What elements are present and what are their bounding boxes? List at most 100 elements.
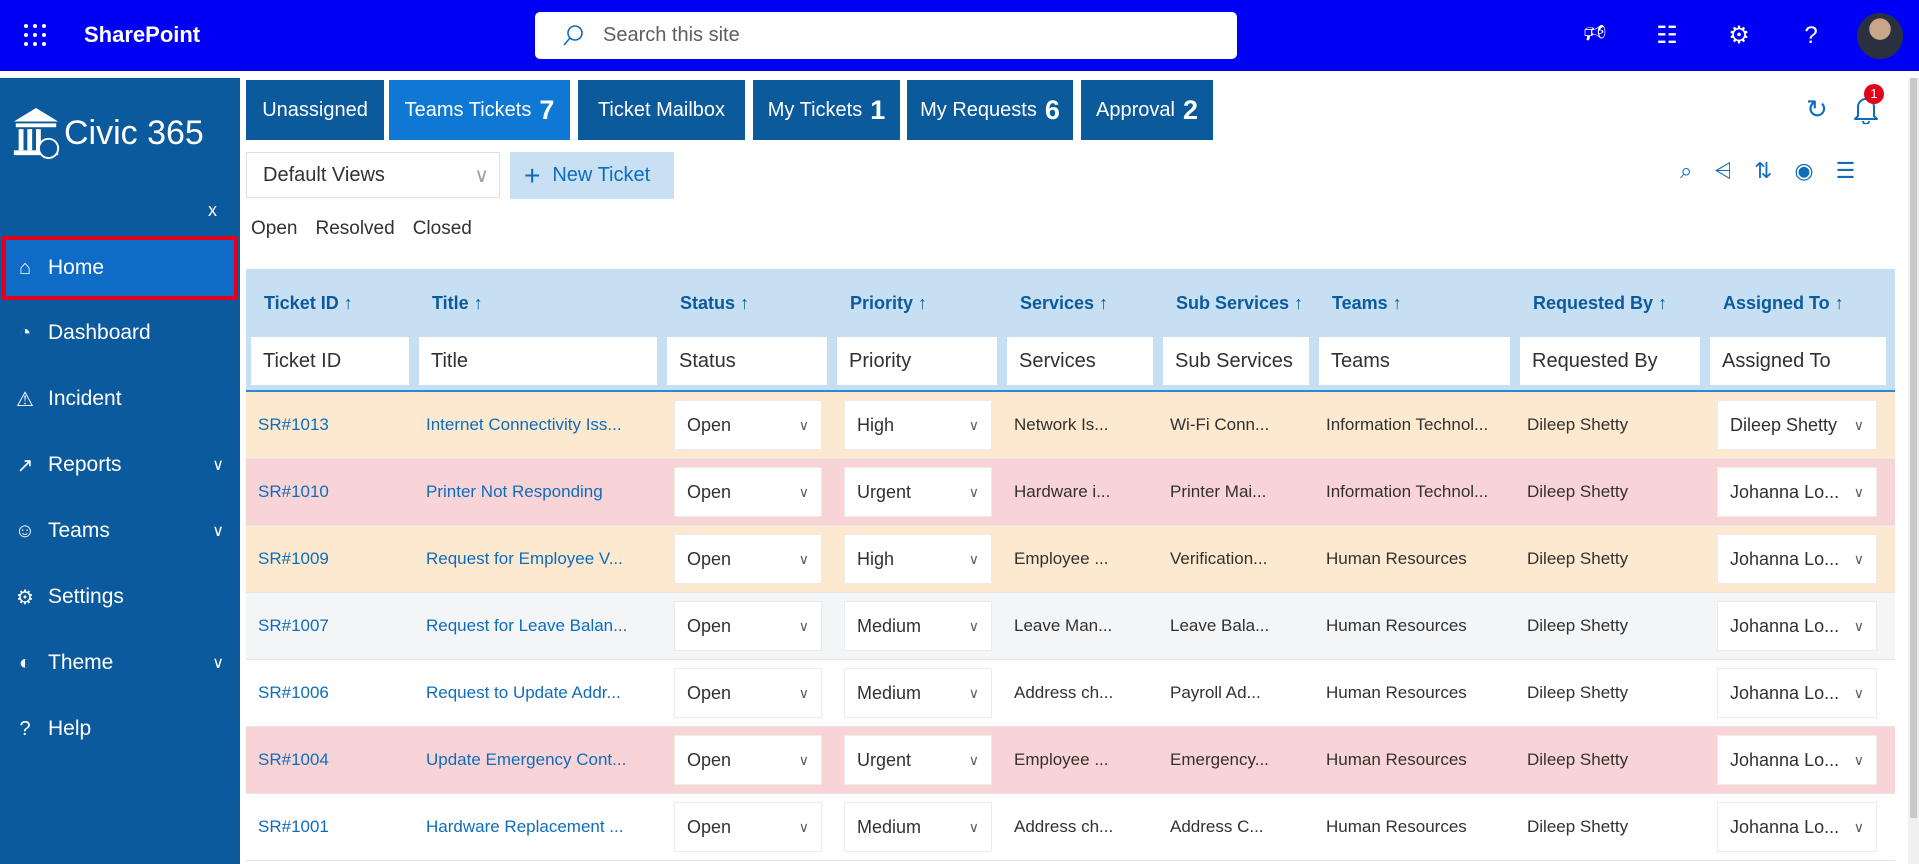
column-header[interactable]: Title ↑ xyxy=(414,293,662,314)
ticket-title-link[interactable]: Printer Not Responding xyxy=(426,482,603,501)
table-row[interactable]: SR#1006 Request to Update Addr... Open ∨ Med… xyxy=(246,660,1895,727)
sidebar-item-dashboard[interactable]: ◔ Dashboard xyxy=(0,300,240,366)
column-filter-input[interactable]: Services xyxy=(1007,337,1153,385)
status-dropdown[interactable]: Open ∨ xyxy=(674,534,822,584)
status-dropdown[interactable]: Open ∨ xyxy=(674,735,822,785)
status-dropdown[interactable]: Open ∨ xyxy=(674,467,822,517)
table-row[interactable]: SR#1013 Internet Connectivity Iss... Open ∨… xyxy=(246,392,1895,459)
filter-resolved[interactable]: Resolved xyxy=(315,218,395,239)
assigned-to-dropdown[interactable]: Johanna Lo... ∨ xyxy=(1717,668,1877,718)
status-dropdown[interactable]: Open ∨ xyxy=(674,668,822,718)
sidebar-item-reports[interactable]: ↗ Reports ∨ xyxy=(0,432,240,498)
assigned-to-dropdown[interactable]: Dileep Shetty ∨ xyxy=(1717,400,1877,450)
table-row[interactable]: SR#1010 Printer Not Responding Open ∨ Urgent… xyxy=(246,459,1895,526)
ticket-title-link[interactable]: Update Emergency Cont... xyxy=(426,750,627,769)
table-row[interactable]: SR#1007 Request for Leave Balan... Open ∨ Me… xyxy=(246,593,1895,660)
priority-dropdown[interactable]: High ∨ xyxy=(844,400,992,450)
tab-unassigned[interactable]: Unassigned xyxy=(246,80,384,140)
filter-closed[interactable]: Closed xyxy=(412,218,472,239)
filter-icon[interactable]: ⩤ xyxy=(1714,158,1732,183)
sidebar-item-home[interactable]: ⌂ Home xyxy=(2,236,238,300)
column-filter-input[interactable]: Ticket ID xyxy=(251,337,409,385)
chevron-down-icon[interactable]: ∨ xyxy=(212,655,224,672)
refresh-icon[interactable]: ↻ xyxy=(1806,94,1828,124)
status-dropdown[interactable]: Open ∨ xyxy=(674,400,822,450)
ticket-id-link[interactable]: SR#1001 xyxy=(258,817,329,836)
gear-icon[interactable]: ⚙ xyxy=(1728,22,1750,49)
status-dropdown[interactable]: Open ∨ xyxy=(674,802,822,852)
column-header[interactable]: Requested By ↑ xyxy=(1515,293,1705,314)
ticket-id-link[interactable]: SR#1010 xyxy=(258,482,329,501)
column-header[interactable]: Services ↑ xyxy=(1002,293,1158,314)
assigned-to-dropdown[interactable]: Johanna Lo... ∨ xyxy=(1717,534,1877,584)
column-filter-input[interactable]: Sub Services xyxy=(1163,337,1309,385)
sidebar-item-incident[interactable]: ⚠ Incident xyxy=(0,366,240,432)
priority-dropdown[interactable]: Medium ∨ xyxy=(844,601,992,651)
tab-approval[interactable]: Approval 2 xyxy=(1081,80,1213,140)
status-dropdown[interactable]: Open ∨ xyxy=(674,601,822,651)
ticket-id-link[interactable]: SR#1013 xyxy=(258,415,329,434)
table-row[interactable]: SR#1001 Hardware Replacement ... Open ∨ Medi… xyxy=(246,794,1895,861)
assigned-to-dropdown[interactable]: Johanna Lo... ∨ xyxy=(1717,735,1877,785)
column-header[interactable]: Priority ↑ xyxy=(832,293,1002,314)
column-filter-input[interactable]: Title xyxy=(419,337,657,385)
priority-dropdown[interactable]: Urgent ∨ xyxy=(844,467,992,517)
search-input[interactable]: Search this site xyxy=(535,12,1237,59)
column-header[interactable]: Teams ↑ xyxy=(1314,293,1515,314)
column-header[interactable]: Ticket ID ↑ xyxy=(246,293,414,314)
chevron-down-icon[interactable]: ∨ xyxy=(212,457,224,474)
ticket-title-link[interactable]: Request to Update Addr... xyxy=(426,683,621,702)
priority-dropdown[interactable]: Medium ∨ xyxy=(844,802,992,852)
column-filter-input[interactable]: Teams xyxy=(1319,337,1510,385)
chat-icon[interactable]: ☷ xyxy=(1656,22,1678,49)
filter-open[interactable]: Open xyxy=(251,218,298,239)
avatar[interactable] xyxy=(1857,12,1903,59)
sidebar-item-theme[interactable]: ◐ Theme ∨ xyxy=(0,630,240,696)
close-sidebar-button[interactable]: x xyxy=(208,200,217,220)
priority-dropdown[interactable]: Urgent ∨ xyxy=(844,735,992,785)
table-row[interactable]: SR#1009 Request for Employee V... Open ∨ Hig… xyxy=(246,526,1895,593)
table-row[interactable]: SR#1004 Update Emergency Cont... Open ∨ Urge… xyxy=(246,727,1895,794)
scrollbar[interactable] xyxy=(1908,78,1919,864)
sidebar-item-help[interactable]: ? Help xyxy=(0,696,240,762)
app-name[interactable]: SharePoint xyxy=(84,22,201,47)
visibility-icon[interactable]: ◉ xyxy=(1794,158,1814,183)
sidebar-item-settings[interactable]: ⚙ Settings xyxy=(0,564,240,630)
ticket-title-link[interactable]: Internet Connectivity Iss... xyxy=(426,415,622,434)
priority-dropdown[interactable]: High ∨ xyxy=(844,534,992,584)
priority-dropdown[interactable]: Medium ∨ xyxy=(844,668,992,718)
new-ticket-button[interactable]: + New Ticket xyxy=(510,152,674,199)
ticket-id-link[interactable]: SR#1007 xyxy=(258,616,329,635)
tab-my-requests[interactable]: My Requests 6 xyxy=(907,80,1073,140)
assigned-to-dropdown[interactable]: Johanna Lo... ∨ xyxy=(1717,802,1877,852)
column-header[interactable]: Status ↑ xyxy=(662,293,832,314)
search-icon[interactable]: ⌕ xyxy=(1680,158,1693,183)
help-icon[interactable]: ? xyxy=(1804,21,1818,49)
tab-ticket-mailbox[interactable]: Ticket Mailbox xyxy=(578,80,745,140)
views-dropdown[interactable]: Default Views ∨ xyxy=(246,152,500,198)
teams-cell: Information Technol... xyxy=(1326,415,1489,434)
ticket-id-link[interactable]: SR#1009 xyxy=(258,549,329,568)
column-header[interactable]: Sub Services ↑ xyxy=(1158,293,1314,314)
ticket-title-link[interactable]: Request for Leave Balan... xyxy=(426,616,628,635)
assigned-to-dropdown[interactable]: Johanna Lo... ∨ xyxy=(1717,601,1877,651)
megaphone-icon[interactable]: 🕫︎ xyxy=(1583,19,1607,46)
chevron-down-icon[interactable]: ∨ xyxy=(212,523,224,540)
sort-icon[interactable]: ⇅ xyxy=(1753,158,1773,183)
ticket-title-link[interactable]: Request for Employee V... xyxy=(426,549,623,568)
ticket-title-link[interactable]: Hardware Replacement ... xyxy=(426,817,624,836)
menu-icon[interactable]: ☰ xyxy=(1835,158,1856,183)
chart-icon: ↗ xyxy=(16,454,34,477)
column-filter-input[interactable]: Requested By xyxy=(1520,337,1700,385)
ticket-id-link[interactable]: SR#1004 xyxy=(258,750,329,769)
column-header[interactable]: Assigned To ↑ xyxy=(1705,293,1891,314)
app-launcher-icon[interactable] xyxy=(24,24,46,46)
ticket-id-link[interactable]: SR#1006 xyxy=(258,683,329,702)
column-filter-input[interactable]: Priority xyxy=(837,337,997,385)
sidebar-item-teams[interactable]: ☺ Teams ∨ xyxy=(0,498,240,564)
assigned-to-dropdown[interactable]: Johanna Lo... ∨ xyxy=(1717,467,1877,517)
column-filter-input[interactable]: Status xyxy=(667,337,827,385)
tab-teams-tickets[interactable]: Teams Tickets 7 xyxy=(389,80,570,140)
column-filter-input[interactable]: Assigned To xyxy=(1710,337,1886,385)
tab-my-tickets[interactable]: My Tickets 1 xyxy=(753,80,900,140)
